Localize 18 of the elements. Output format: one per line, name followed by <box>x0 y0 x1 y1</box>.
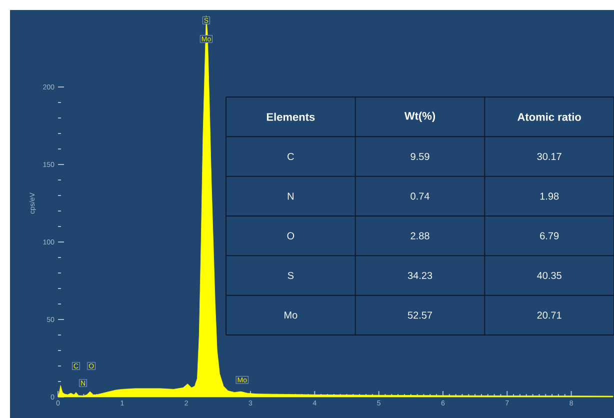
text: Elements <box>266 112 315 121</box>
data-label: 1.98 <box>540 192 559 200</box>
data-label: 52.57 <box>408 312 432 319</box>
data-label: 6.79 <box>540 232 559 240</box>
category-label: C <box>288 152 294 160</box>
data-label: 2.88 <box>410 232 430 240</box>
data-label: 34.23 <box>408 272 432 280</box>
text: Wt(%) <box>404 112 436 122</box>
category-label: N <box>288 192 294 200</box>
text: Atomic ratio <box>518 112 581 121</box>
category-label: S <box>288 272 294 280</box>
data-label: 40.35 <box>537 272 562 280</box>
data-label: 9.59 <box>410 152 430 160</box>
data-label: 0.74 <box>410 192 430 200</box>
data-label: 20.71 <box>537 312 562 319</box>
category-label: Mo <box>284 312 298 319</box>
data-label: 30.17 <box>537 152 562 160</box>
category-label: O <box>287 232 294 240</box>
